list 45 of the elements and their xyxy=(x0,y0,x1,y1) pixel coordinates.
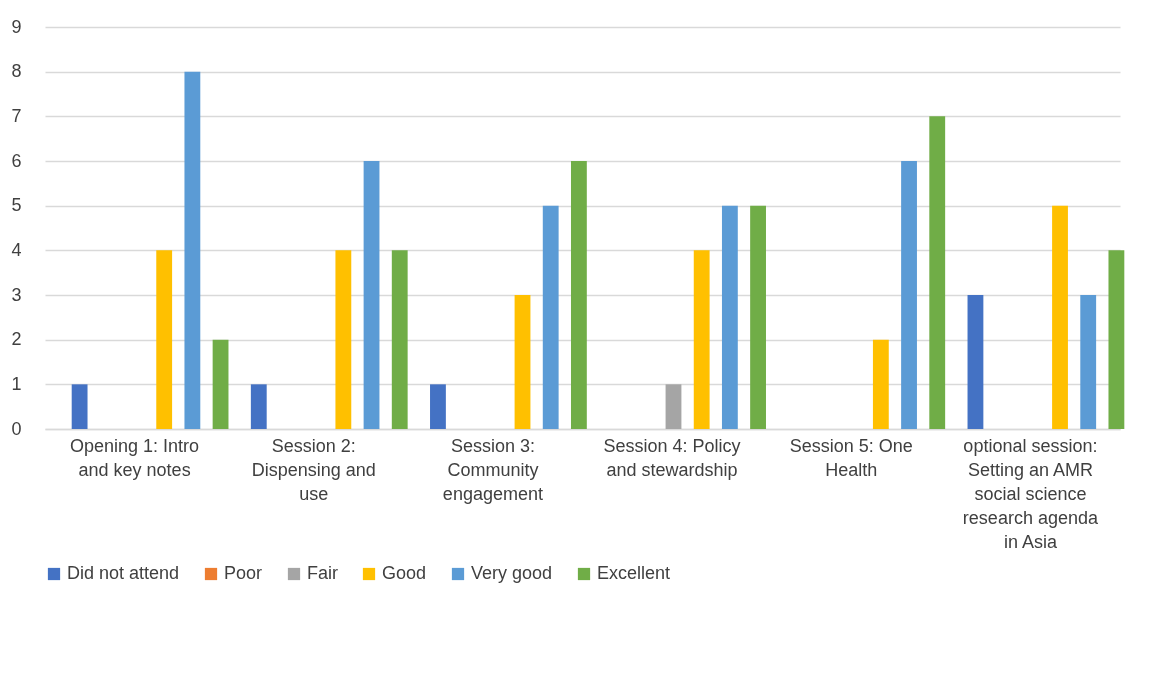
bar xyxy=(363,161,380,429)
legend-label: Very good xyxy=(471,563,553,583)
bar xyxy=(156,250,173,429)
x-tick-label: Session 4: Policy and stewardship xyxy=(603,435,741,480)
y-tick-label: 4 xyxy=(11,239,22,260)
bar xyxy=(542,205,559,429)
bar xyxy=(335,250,352,429)
bar xyxy=(1080,295,1097,429)
bar xyxy=(901,161,917,429)
bar xyxy=(184,71,201,429)
bar xyxy=(71,384,88,429)
bar xyxy=(1052,205,1068,429)
legend-label: Fair xyxy=(307,563,338,583)
x-tick-label: Opening 1: Intro and key notes xyxy=(70,435,200,480)
x-tick-label: Session 3: Community engagement xyxy=(442,435,543,504)
y-tick-label: 1 xyxy=(11,373,22,394)
y-tick-label: 5 xyxy=(11,195,22,216)
y-tick-label: 7 xyxy=(11,105,22,126)
bar xyxy=(514,295,531,429)
y-tick-label: 0 xyxy=(11,418,22,439)
bar xyxy=(967,295,984,429)
bar xyxy=(872,339,889,429)
bar xyxy=(665,384,682,429)
x-tick-label: Session 2: Dispensing and use xyxy=(251,435,376,504)
bar xyxy=(693,250,710,429)
bar xyxy=(212,339,229,429)
bar xyxy=(1108,250,1125,429)
legend-label: Did not attend xyxy=(67,563,180,583)
bar xyxy=(250,384,267,429)
x-tick-label: Session 5: One Health xyxy=(789,435,913,480)
legend-label: Excellent xyxy=(597,563,671,583)
y-tick-label: 2 xyxy=(11,329,22,350)
x-tick-label: optional session: Setting an AMR social science research agenda in Asia xyxy=(962,435,1099,552)
y-tick-label: 6 xyxy=(11,150,22,171)
legend-label: Poor xyxy=(224,563,263,583)
bar xyxy=(570,161,587,429)
y-tick-label: 3 xyxy=(11,284,22,305)
legend-label: Good xyxy=(382,563,427,583)
y-tick-label: 8 xyxy=(11,61,22,82)
bar xyxy=(391,250,408,429)
bar xyxy=(750,205,766,429)
bar xyxy=(721,205,738,429)
bar xyxy=(929,116,946,429)
y-tick-label: 9 xyxy=(11,16,22,37)
bar xyxy=(430,384,446,429)
